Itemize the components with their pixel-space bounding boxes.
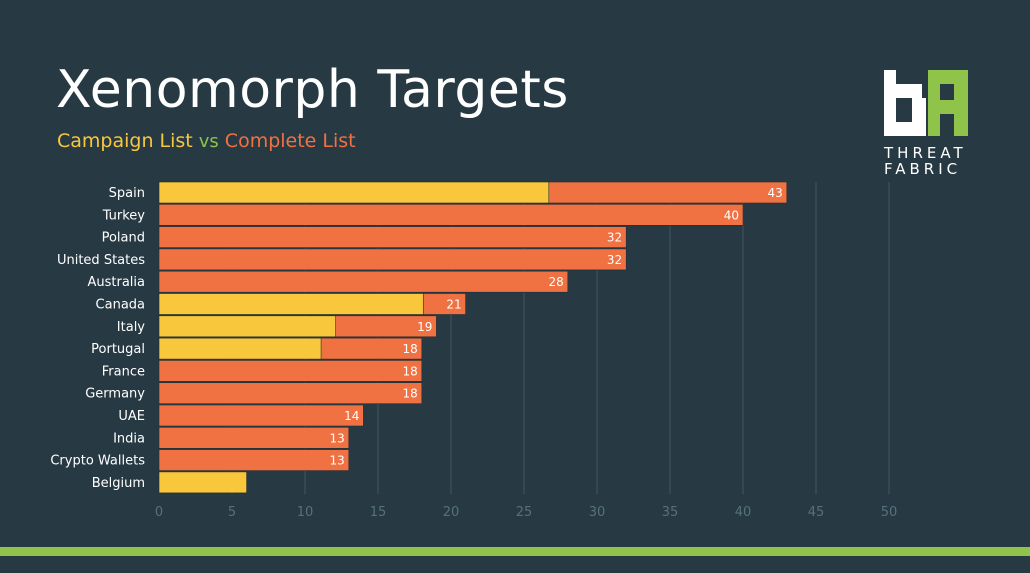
category-label: Canada [96, 298, 145, 313]
category-label: Italy [117, 320, 146, 335]
category-label: Spain [109, 186, 145, 201]
complete-list-bar [158, 226, 627, 248]
category-label: India [113, 431, 145, 446]
complete-list-bar [158, 248, 627, 271]
x-tick-label: 0 [155, 505, 163, 520]
campaign-list-bar [158, 315, 336, 338]
logo-text: THREAT FABRIC [884, 145, 967, 177]
x-tick-label: 10 [297, 505, 314, 520]
complete-list-bar [158, 204, 744, 226]
data-label: 40 [724, 208, 739, 222]
x-tick-label: 5 [228, 505, 236, 520]
category-label: Poland [102, 231, 145, 246]
campaign-list-bar [158, 181, 550, 204]
data-label: 19 [417, 320, 432, 334]
x-tick-label: 25 [516, 505, 533, 520]
bar-chart: 0 5 10 15 20 25 30 35 40 45 50 Spain 43 Turkey 40 Polan… [50, 181, 898, 520]
complete-list-bar [158, 404, 364, 427]
logo-line1: THREAT [884, 144, 967, 162]
legend-vs: vs [198, 131, 219, 152]
legend-campaign-list: Campaign List [57, 130, 193, 152]
x-tick-label: 45 [808, 505, 825, 520]
category-label: Portugal [91, 342, 145, 357]
campaign-list-bar [158, 337, 322, 360]
category-label: Australia [87, 275, 145, 290]
data-label: 32 [607, 231, 622, 245]
data-label: 28 [549, 275, 564, 289]
data-label: 18 [403, 342, 418, 356]
campaign-list-bar [158, 293, 424, 315]
campaign-list-bar [158, 471, 247, 494]
complete-list-bar [158, 426, 350, 449]
x-tick-label: 15 [370, 505, 387, 520]
x-tick-label: 20 [443, 505, 460, 520]
threat-fabric-logo-icon [884, 70, 968, 136]
legend-complete-list: Complete List [224, 130, 356, 152]
complete-list-bar [158, 382, 423, 405]
category-label: France [102, 364, 145, 379]
complete-list-bar [158, 449, 350, 471]
data-label: 18 [403, 387, 418, 401]
complete-list-bar [158, 270, 569, 293]
category-label: United States [57, 253, 145, 268]
data-label: 13 [330, 431, 345, 445]
category-label: Turkey [102, 208, 146, 223]
data-label: 21 [446, 298, 461, 312]
category-label: Germany [85, 387, 145, 402]
category-label: UAE [118, 409, 145, 424]
x-tick-label: 30 [589, 505, 606, 520]
chart-title: Xenomorph Targets [56, 60, 569, 120]
chart-subtitle: Campaign List vs Complete List [57, 130, 356, 152]
data-label: 13 [330, 454, 345, 468]
x-tick-label: 40 [735, 505, 752, 520]
x-tick-label: 35 [662, 505, 679, 520]
data-label: 18 [403, 364, 418, 378]
x-tick-label: 50 [881, 505, 898, 520]
footer-band [0, 547, 1030, 556]
complete-list-bar [158, 360, 423, 382]
category-label: Crypto Wallets [50, 454, 145, 469]
data-label: 14 [344, 409, 359, 423]
category-label: Belgium [92, 476, 145, 491]
data-label: 32 [607, 253, 622, 267]
data-label: 43 [768, 186, 783, 200]
logo-line2: FABRIC [884, 160, 962, 178]
